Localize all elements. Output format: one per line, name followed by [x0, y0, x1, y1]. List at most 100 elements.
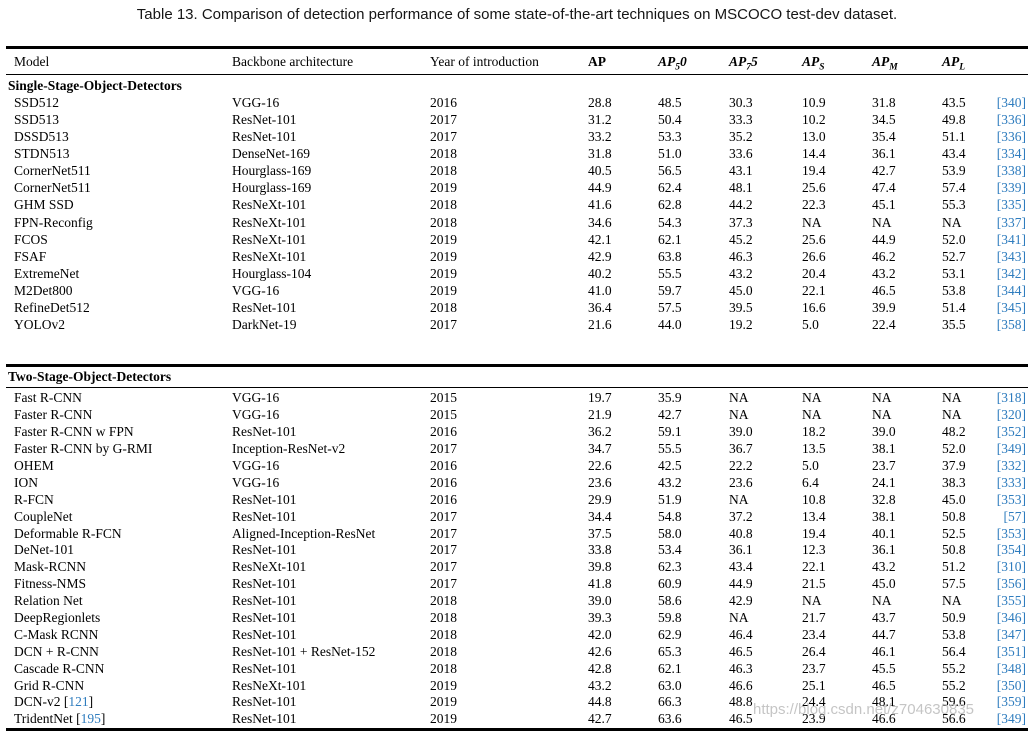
backbone-cell: ResNeXt-101 — [232, 197, 307, 213]
ap-cell: 39.8 — [588, 559, 612, 575]
citation-link[interactable]: [333] — [996, 474, 1026, 490]
ap75-cell: 30.3 — [729, 94, 753, 110]
table-row: M2Det800 VGG-16 2019 41.0 59.7 45.0 22.1 46.5 53… — [6, 283, 1028, 300]
backbone-cell: ResNet-101 — [232, 660, 297, 676]
citation-link[interactable]: [318] — [996, 390, 1026, 406]
citation-link[interactable]: [334] — [996, 145, 1026, 161]
citation-link[interactable]: [338] — [996, 163, 1026, 179]
inline-citation-link[interactable]: 195 — [80, 711, 101, 727]
ref-cell: [336] — [986, 112, 1028, 128]
model-cell: CornerNet511 — [14, 180, 91, 196]
citation-link[interactable]: [340] — [996, 94, 1026, 110]
model-cell: DCN-v2 [121] — [14, 694, 94, 710]
apl-cell: 50.8 — [942, 542, 966, 558]
ap-cell: 42.1 — [588, 231, 612, 247]
aps-cell: 26.6 — [802, 248, 826, 264]
year-cell: 2017 — [430, 576, 457, 592]
citation-link[interactable]: [332] — [996, 458, 1026, 473]
citation-link[interactable]: [343] — [996, 248, 1026, 264]
model-cell: R-FCN — [14, 491, 54, 507]
ap75-cell: 35.2 — [729, 128, 753, 144]
ap75-cell: 44.2 — [729, 197, 753, 213]
citation-link[interactable]: [337] — [996, 214, 1026, 230]
citation-link[interactable]: [353] — [996, 525, 1026, 541]
citation-link[interactable]: [346] — [996, 610, 1026, 626]
apm-cell: 46.6 — [872, 711, 896, 727]
ap-cell: 33.2 — [588, 128, 612, 144]
backbone-cell: ResNet-101 — [232, 576, 297, 592]
ap50-cell: 57.5 — [658, 300, 682, 316]
citation-link[interactable]: [345] — [996, 300, 1026, 316]
ref-cell: [344] — [986, 283, 1028, 299]
citation-link[interactable]: [352] — [996, 424, 1026, 440]
apm-cell: 34.5 — [872, 111, 896, 127]
ap50-cell: 50.4 — [658, 111, 682, 127]
citation-link[interactable]: [348] — [996, 660, 1026, 676]
citation-link[interactable]: [342] — [996, 265, 1026, 281]
table-row: DeNet-101 ResNet-101 2017 33.8 53.4 36.1 12.3 3… — [6, 542, 1028, 559]
citation-link[interactable]: [351] — [996, 643, 1026, 659]
ref-cell: [348] — [986, 661, 1028, 677]
model-cell: FSAF — [14, 248, 47, 264]
ref-cell: [350] — [986, 678, 1028, 694]
ap50-cell: 42.5 — [658, 458, 682, 473]
model-cell: Mask-RCNN — [14, 559, 87, 575]
citation-link[interactable]: [310] — [996, 559, 1026, 575]
ap75-cell: 43.1 — [729, 163, 753, 179]
ap75-cell: 33.3 — [729, 111, 753, 127]
citation-link[interactable]: [354] — [996, 542, 1026, 558]
citation-link[interactable]: [341] — [996, 231, 1026, 247]
ap50-cell: 53.4 — [658, 542, 682, 558]
aps-cell: 14.4 — [802, 145, 826, 161]
model-cell: FPN-Reconfig — [14, 214, 93, 230]
apl-cell: 56.6 — [942, 711, 966, 727]
ap75-cell: 48.8 — [729, 694, 753, 710]
citation-link[interactable]: [350] — [996, 677, 1026, 693]
model-cell: Relation Net — [14, 593, 83, 609]
ap-cell: 31.8 — [588, 145, 612, 161]
model-cell: CoupleNet — [14, 508, 73, 524]
ap-cell: 42.7 — [588, 711, 612, 727]
ref-cell: [336] — [986, 129, 1028, 145]
aps-cell: 19.4 — [802, 525, 826, 541]
apl-cell: 49.8 — [942, 111, 966, 127]
citation-link[interactable]: [358] — [996, 317, 1026, 333]
ap75-cell: NA — [729, 491, 749, 507]
ap50-cell: 62.1 — [658, 231, 682, 247]
citation-link[interactable]: [359] — [996, 694, 1026, 710]
citation-link[interactable]: [344] — [996, 283, 1026, 299]
citation-link[interactable]: [355] — [996, 593, 1026, 609]
citation-link[interactable]: [57] — [1003, 508, 1027, 524]
aps-cell: 26.4 — [802, 643, 826, 659]
citation-link[interactable]: [339] — [996, 180, 1026, 196]
apl-cell: 53.8 — [942, 283, 966, 299]
table-row: FSAF ResNeXt-101 2019 42.9 63.8 46.3 26.6 46.2 5… — [6, 248, 1028, 265]
aps-cell: 13.4 — [802, 508, 826, 524]
ap75-cell: 45.0 — [729, 283, 753, 299]
col-header-model: Model — [14, 54, 50, 69]
citation-link[interactable]: [349] — [996, 711, 1026, 727]
citation-link[interactable]: [353] — [996, 491, 1026, 507]
citation-link[interactable]: [349] — [996, 441, 1026, 457]
model-cell: TridentNet [195] — [14, 711, 106, 727]
citation-link[interactable]: [320] — [996, 407, 1026, 423]
citation-link[interactable]: [336] — [996, 111, 1026, 127]
ap-cell: 22.6 — [588, 458, 612, 473]
apm-cell: 36.1 — [872, 542, 896, 558]
backbone-cell: ResNet-101 — [232, 694, 297, 710]
model-cell: SSD513 — [14, 111, 60, 127]
ap75-cell: NA — [729, 610, 749, 626]
ap50-cell: 62.4 — [658, 180, 682, 196]
table-row: FPN-Reconfig ResNeXt-101 2018 34.6 54.3 37.3 N… — [6, 214, 1028, 231]
table-row: Deformable R-FCN Aligned-Inception-ResNet… — [6, 525, 1028, 542]
citation-link[interactable]: [347] — [996, 626, 1026, 642]
citation-link[interactable]: [356] — [996, 576, 1026, 592]
table-row: Grid R-CNN ResNeXt-101 2019 43.2 63.0 46.6 25.… — [6, 677, 1028, 694]
ap-cell: 34.4 — [588, 508, 612, 524]
citation-link[interactable]: [336] — [996, 128, 1026, 144]
ref-cell: [332] — [986, 458, 1028, 474]
citation-link[interactable]: [335] — [996, 197, 1026, 213]
inline-citation-link[interactable]: 121 — [68, 694, 89, 710]
table-row: RefineDet512 ResNet-101 2018 36.4 57.5 39.5 16… — [6, 300, 1028, 317]
apm-cell: 38.1 — [872, 508, 896, 524]
